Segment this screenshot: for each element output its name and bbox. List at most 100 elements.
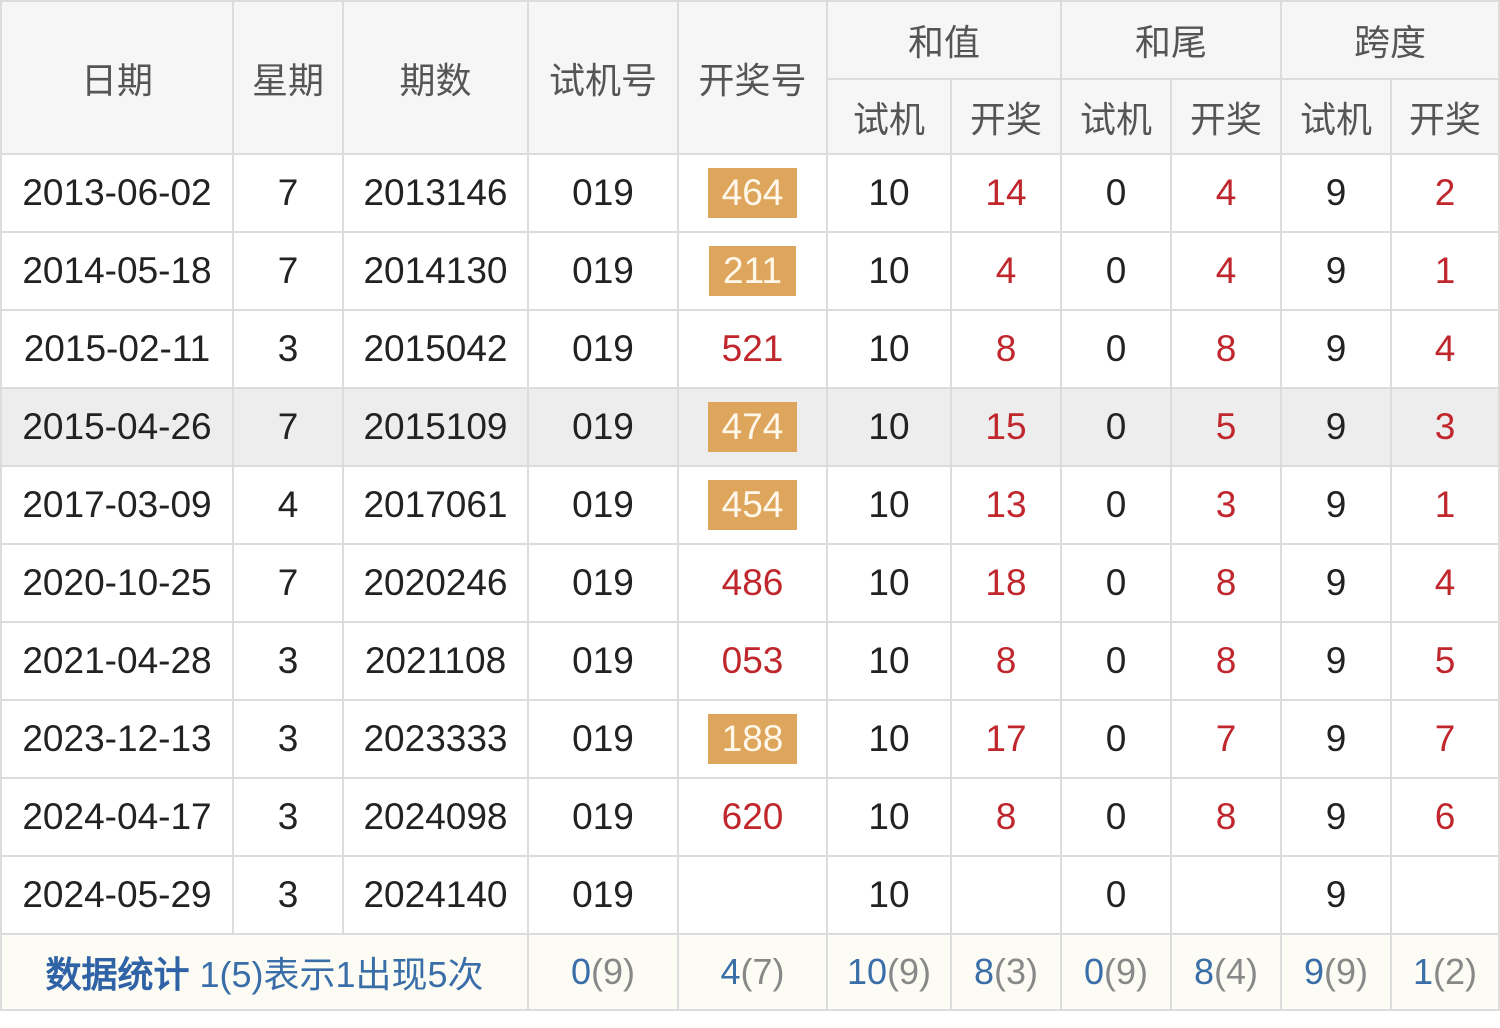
cell-sum-draw: 15 [949,387,1063,467]
cell-tail-trial-value: 0 [1105,796,1127,837]
cell-date-value: 2024-05-29 [22,874,212,915]
cell-date-value: 2013-06-02 [22,172,212,213]
cell-sum-draw-value: 17 [985,718,1027,759]
cell-sum-draw [949,855,1063,935]
stats-label: 数据统计 [45,954,190,995]
cell-tail-draw: 4 [1170,153,1283,233]
cell-tail-draw-value: 8 [1215,328,1237,369]
cell-span-trial: 9 [1280,855,1393,935]
cell-issue: 2013146 [342,153,529,233]
cell-tail-draw: 3 [1170,465,1283,545]
cell-date: 2023-12-13 [0,699,234,779]
cell-date: 2014-05-18 [0,231,234,311]
cell-span-draw: 3 [1390,387,1500,467]
cell-issue-value: 2023333 [363,718,508,759]
cell-date: 2020-10-25 [0,543,234,623]
cell-issue: 2015109 [342,387,529,467]
cell-issue: 2014130 [342,231,529,311]
cell-weekday-value: 7 [277,406,299,447]
header-tail-draw: 开奖 [1170,78,1283,155]
cell-tail-draw-value: 7 [1215,718,1237,759]
cell-issue: 2023333 [342,699,529,779]
cell-tail-draw-value: 3 [1215,484,1237,525]
stat-count: (4) [1214,951,1259,992]
cell-draw-number-value: 486 [721,562,784,603]
header-sum: 和值 [825,0,1063,80]
cell-span-draw: 4 [1390,309,1500,389]
cell-weekday-value: 7 [277,562,299,603]
cell-span-trial-value: 9 [1325,172,1347,213]
cell-span-trial-value: 9 [1325,796,1347,837]
cell-trial-number-value: 019 [572,172,634,213]
stat-value: 4 [720,951,741,992]
cell-date-value: 2015-04-26 [22,406,212,447]
cell-sum-draw-value: 14 [985,172,1027,213]
cell-tail-trial-value: 0 [1105,484,1127,525]
cell-sum-draw-value: 8 [995,328,1017,369]
cell-date-value: 2015-02-11 [23,328,211,369]
stat-value: 9 [1304,951,1325,992]
cell-weekday-value: 3 [277,718,299,759]
cell-tail-draw-value: 4 [1215,172,1237,213]
cell-draw-number: 454 [677,465,828,545]
cell-trial-number-value: 019 [572,562,634,603]
stats-note: 1(5)表示1出现5次 [199,954,484,995]
cell-trial-number: 019 [527,699,679,779]
stat-count: (7) [740,951,785,992]
cell-tail-trial: 0 [1060,543,1173,623]
stat-value: 1 [1413,951,1434,992]
cell-tail-draw: 8 [1170,543,1283,623]
cell-issue-value: 2017061 [363,484,508,525]
cell-span-trial-value: 9 [1325,250,1347,291]
cell-tail-draw: 7 [1170,699,1283,779]
cell-issue-value: 2021108 [364,640,507,681]
cell-span-draw-value: 1 [1434,484,1456,525]
cell-span-trial: 9 [1280,153,1393,233]
cell-date: 2015-04-26 [0,387,234,467]
stat-value: 8 [1194,951,1215,992]
cell-issue-value: 2013146 [363,172,508,213]
cell-weekday-value: 3 [277,874,299,915]
cell-sum-trial: 10 [826,153,952,233]
cell-sum-trial: 10 [826,465,952,545]
cell-date: 2017-03-09 [0,465,234,545]
cell-weekday-value: 7 [277,250,299,291]
cell-sum-draw: 13 [949,465,1063,545]
stat-value: 8 [973,951,995,992]
cell-span-trial-value: 9 [1325,328,1347,369]
header-weekday: 星期 [232,0,344,155]
cell-span-draw: 2 [1390,153,1500,233]
cell-sum-draw-value: 4 [995,250,1017,291]
cell-trial-number-value: 019 [572,328,634,369]
table-row: 2015-02-11 3 2015042 019 521 10 8 0 8 9 4 [0,309,1500,389]
stat-count: (9) [1324,951,1369,992]
cell-date: 2013-06-02 [0,153,234,233]
cell-draw-number: 474 [677,387,828,467]
cell-weekday-value: 3 [277,796,299,837]
cell-draw-number-value: 474 [707,402,798,452]
cell-draw-number: 620 [677,777,828,857]
table-row: 2021-04-28 3 2021108 019 053 10 8 0 8 9 5 [0,621,1500,701]
cell-sum-trial: 10 [826,699,952,779]
cell-span-trial: 9 [1280,777,1393,857]
cell-trial-number: 019 [527,231,679,311]
stat-tail-draw: 8(4) [1170,933,1283,1011]
cell-weekday-value: 7 [277,172,299,213]
cell-span-trial-value: 9 [1325,406,1347,447]
cell-sum-draw: 18 [949,543,1063,623]
cell-span-trial: 9 [1280,543,1393,623]
cell-tail-draw-value: 8 [1215,562,1237,603]
table-row: 2023-12-13 3 2023333 019 188 10 17 0 7 9 7 [0,699,1500,779]
cell-draw-number-value: 188 [707,714,798,764]
cell-tail-trial: 0 [1060,699,1173,779]
cell-tail-trial-value: 0 [1105,562,1127,603]
cell-weekday: 7 [232,543,344,623]
cell-date: 2024-05-29 [0,855,234,935]
cell-sum-trial-value: 10 [868,328,910,369]
cell-issue: 2015042 [342,309,529,389]
cell-sum-trial-value: 10 [868,796,910,837]
cell-tail-trial-value: 0 [1105,406,1127,447]
cell-weekday-value: 4 [277,484,299,525]
stat-count: (3) [994,951,1039,992]
